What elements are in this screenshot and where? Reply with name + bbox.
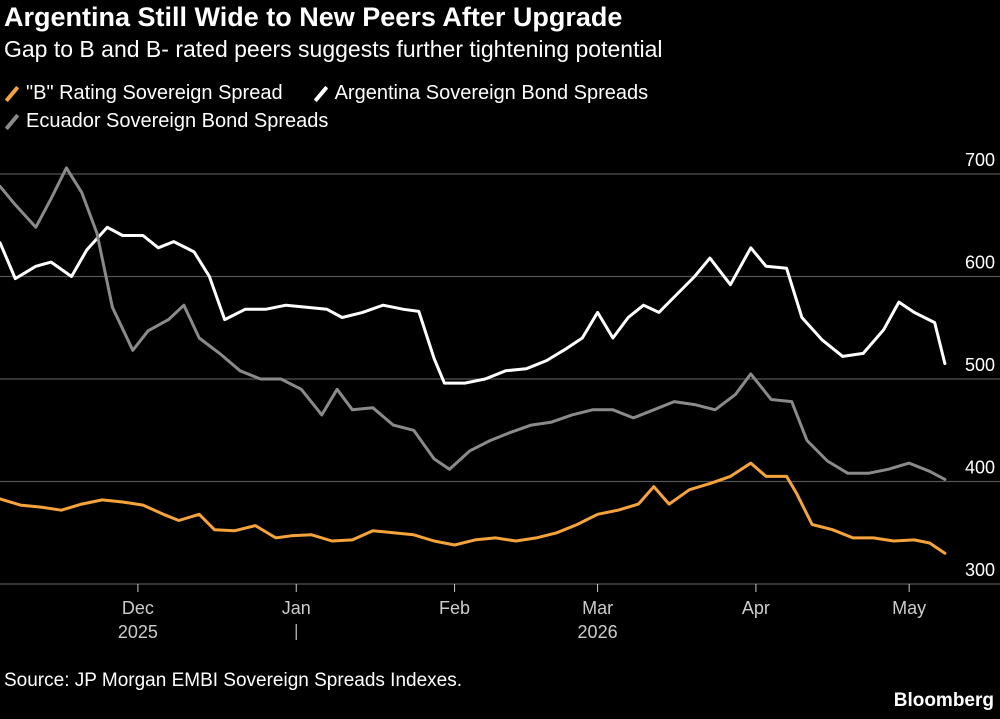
chart-title: Argentina Still Wide to New Peers After … xyxy=(4,2,623,32)
legend-item-b-rating: "B" Rating Sovereign Spread xyxy=(4,82,283,105)
x-tick-label: Mar xyxy=(582,598,613,618)
series-layer xyxy=(0,166,947,555)
series-line-0 xyxy=(0,461,947,555)
x-tick-label: Dec xyxy=(122,598,154,618)
x-tick-label: May xyxy=(892,598,926,618)
x-tick-label: Jan xyxy=(282,598,311,618)
brand-logo: Bloomberg xyxy=(893,690,994,711)
legend-label-b-rating: "B" Rating Sovereign Spread xyxy=(26,82,283,104)
series-line-2 xyxy=(0,166,947,481)
x-tick-label: Feb xyxy=(439,598,470,618)
y-tick-label: 300 xyxy=(965,560,995,580)
y-tick-label: 500 xyxy=(965,355,995,375)
x-tick-label: Apr xyxy=(742,598,770,618)
axis-layer: 300 400 500 600 700 Dec Jan Feb Mar Apr May 2025 202… xyxy=(118,150,995,642)
y-tick-label: 400 xyxy=(965,458,995,478)
grid-layer xyxy=(0,173,1000,585)
legend-item-ecuador: Ecuador Sovereign Bond Spreads xyxy=(4,110,328,133)
legend-row: Ecuador Sovereign Bond Spreads xyxy=(4,110,358,133)
legend-row: "B" Rating Sovereign Spread Argentina So… xyxy=(4,82,678,105)
legend-label-argentina: Argentina Sovereign Bond Spreads xyxy=(334,82,649,104)
y-tick-label: 700 xyxy=(965,150,995,170)
year-label: 2026 xyxy=(578,622,618,642)
chart-subtitle: Gap to B and B- rated peers suggests fur… xyxy=(4,36,663,62)
source-note: Source: JP Morgan EMBI Sovereign Spreads… xyxy=(4,670,463,691)
legend-label-ecuador: Ecuador Sovereign Bond Spreads xyxy=(26,110,329,132)
y-tick-label: 600 xyxy=(965,253,995,273)
year-label: 2025 xyxy=(118,622,158,642)
series-line-1 xyxy=(0,225,947,385)
legend-item-argentina: Argentina Sovereign Bond Spreads xyxy=(313,82,649,105)
